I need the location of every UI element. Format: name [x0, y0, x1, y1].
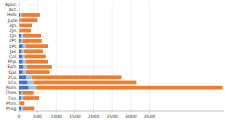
bar-segment	[19, 101, 20, 105]
bar-segment	[19, 8, 20, 12]
bar-segment	[19, 8, 20, 12]
bar-segment	[27, 65, 52, 69]
x-tick	[112, 111, 113, 113]
x-tick-label: 3000	[125, 114, 137, 119]
bar-segment	[29, 86, 36, 90]
y-labels: Apoc.Act.Heb.Jude3Jn.2Jn.1Jn.2Pt.1Pt.Jas…	[4, 2, 17, 111]
x-axis-line	[19, 111, 224, 112]
bar-segment	[19, 70, 23, 74]
x-tick-label: 500	[33, 114, 42, 119]
x-tick	[93, 111, 94, 113]
bar-segment	[23, 65, 26, 69]
grid-line	[130, 2, 131, 111]
bar-segment	[26, 75, 32, 79]
bar-segment	[23, 60, 26, 64]
bar-segment	[19, 13, 20, 17]
bar-segment	[34, 81, 137, 85]
x-tick	[130, 111, 131, 113]
bar-segment	[19, 44, 23, 48]
grid	[19, 2, 149, 111]
bar-segment	[22, 91, 33, 95]
x-tick	[37, 111, 38, 113]
bar-segment	[21, 13, 40, 17]
bar-segment	[19, 29, 20, 33]
bar-segment	[19, 3, 20, 7]
bar-segment	[21, 34, 23, 38]
bar-segment	[23, 70, 26, 74]
bar-segment	[19, 8, 20, 12]
bar-segment	[26, 60, 48, 64]
x-tick	[149, 111, 150, 113]
bar-segment	[21, 91, 22, 95]
grid-line	[149, 2, 150, 111]
x-tick	[74, 111, 75, 113]
bar-segment	[22, 39, 41, 43]
bar-segment	[36, 86, 222, 90]
bar-segment	[19, 39, 21, 43]
grid-line	[56, 2, 57, 111]
bar-segment	[21, 39, 22, 43]
bar-segment	[24, 49, 43, 53]
bar-segment	[23, 34, 41, 38]
bar-segment	[19, 55, 22, 59]
bar-segment	[20, 101, 24, 105]
bar-segment	[23, 107, 34, 111]
bar-segment	[19, 86, 29, 90]
grid-line	[74, 2, 75, 111]
bar-segment	[19, 65, 23, 69]
x-tick-label: 3500	[144, 114, 156, 119]
grid-line	[93, 2, 94, 111]
bar-segment	[22, 49, 24, 53]
category-label: Prog.	[6, 106, 17, 111]
bar-segment	[26, 70, 50, 74]
bar-segment	[19, 23, 20, 27]
bar-segment	[23, 96, 39, 100]
x-tick-label: 0	[18, 114, 21, 119]
x-tick	[19, 111, 20, 113]
bars	[19, 3, 223, 111]
bar-segment	[26, 44, 48, 48]
x-tick-label: 2500	[106, 114, 118, 119]
bar-segment	[19, 18, 20, 22]
bar-segment	[20, 29, 31, 33]
bar-segment	[19, 96, 21, 100]
bar-segment	[19, 75, 26, 79]
bar-segment	[19, 34, 21, 38]
bar-segment	[23, 44, 26, 48]
bar-segment	[25, 55, 46, 59]
bar-segment	[20, 23, 32, 27]
x-ticks: 0 500 1000 1500 2000 2500 3000 3500	[18, 111, 156, 119]
bar-segment	[19, 91, 21, 95]
x-tick-label: 1500	[69, 114, 81, 119]
bar-segment	[19, 81, 28, 85]
bar-segment	[22, 55, 25, 59]
bar-segment	[20, 13, 21, 17]
bar-segment	[19, 107, 21, 111]
bar-segment	[21, 107, 23, 111]
bar-segment	[19, 60, 23, 64]
grid-line	[112, 2, 113, 111]
x-tick	[56, 111, 57, 113]
bar-segment	[19, 3, 20, 7]
bar-segment	[19, 3, 20, 7]
x-tick-label: 2000	[88, 114, 100, 119]
bar-segment	[19, 49, 22, 53]
bar-segment	[21, 96, 23, 100]
x-tick-label: 1000	[51, 114, 63, 119]
bar-segment	[32, 75, 121, 79]
bar-segment	[20, 18, 37, 22]
chart: 0 500 1000 1500 2000 2500 3000 3500 Apoc.Act.Heb…	[0, 0, 229, 120]
bar-segment	[28, 81, 34, 85]
